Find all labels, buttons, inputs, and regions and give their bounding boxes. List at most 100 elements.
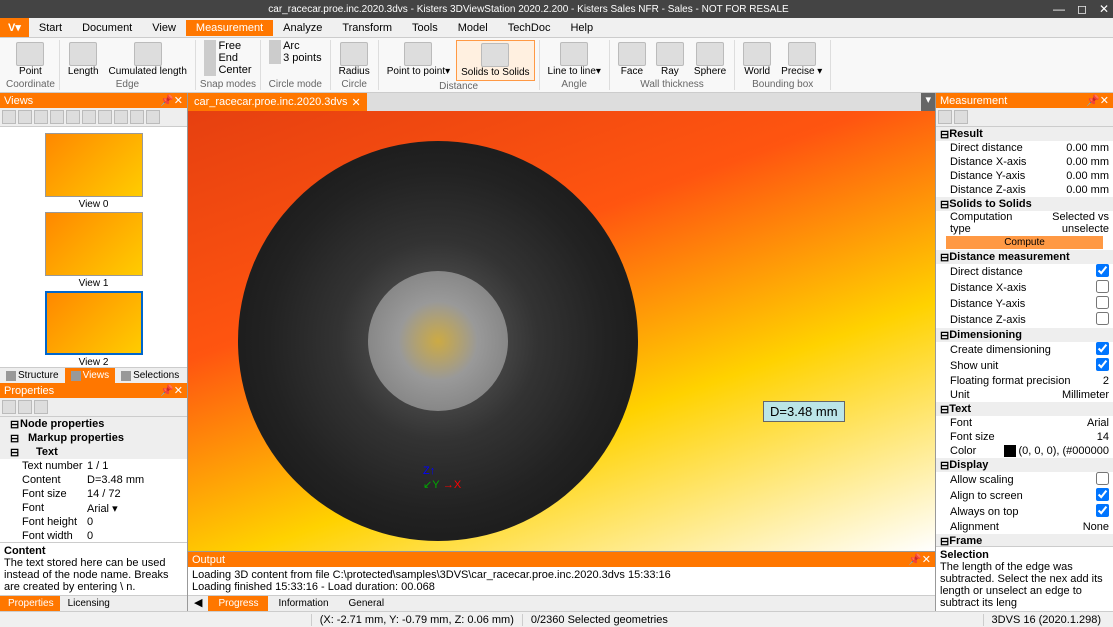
measurement-value[interactable]: 0.00 mm (1066, 170, 1109, 182)
menu-item-document[interactable]: Document (72, 20, 142, 36)
tab-selections[interactable]: Selections (115, 368, 185, 383)
toolbar-btn[interactable] (2, 110, 16, 124)
measurement-value[interactable] (1096, 312, 1109, 328)
toolbar-btn[interactable] (130, 110, 144, 124)
property-value[interactable]: 0 (87, 516, 185, 528)
measurement-value[interactable] (1096, 358, 1109, 374)
panel-pin-icon[interactable]: 📌 (908, 553, 922, 566)
expand-icon[interactable]: ⊟ (10, 418, 20, 431)
toolbar-btn[interactable] (938, 110, 952, 124)
measurement-checkbox[interactable] (1096, 342, 1109, 355)
bottom-tab-licensing[interactable]: Licensing (60, 596, 116, 611)
measurement-checkbox[interactable] (1096, 280, 1109, 293)
measurement-value[interactable]: 2 (1103, 375, 1109, 387)
ribbon-button[interactable]: Length (64, 40, 103, 79)
tab-views[interactable]: Views (65, 368, 116, 383)
property-value[interactable]: 1 / 1 (87, 460, 185, 472)
view-thumbnail[interactable] (45, 291, 143, 355)
ribbon-list-item[interactable]: Free (200, 40, 255, 52)
menu-item-view[interactable]: View (142, 20, 186, 36)
close-tab-icon[interactable]: ✕ (351, 96, 360, 109)
expand-icon[interactable]: ⊟ (940, 198, 949, 211)
measurement-value[interactable]: (0, 0, 0), (#000000 (1004, 445, 1109, 457)
measurement-value[interactable] (1096, 264, 1109, 280)
panel-close-icon[interactable]: ✕ (922, 553, 931, 566)
measurement-value[interactable]: 0.00 mm (1066, 184, 1109, 196)
output-tab-progress[interactable]: Progress (208, 596, 268, 611)
toolbar-btn[interactable] (98, 110, 112, 124)
expand-icon[interactable]: ⊟ (10, 446, 20, 459)
ribbon-button[interactable]: Solids to Solids (456, 40, 534, 81)
measurement-value[interactable]: Arial (1087, 417, 1109, 429)
toolbar-btn[interactable] (18, 400, 32, 414)
measurement-value[interactable]: Selected vs unselecte (1012, 211, 1109, 235)
measurement-value[interactable] (1096, 504, 1109, 520)
toolbar-btn[interactable] (18, 110, 32, 124)
toolbar-btn[interactable] (50, 110, 64, 124)
menu-item-analyze[interactable]: Analyze (273, 20, 332, 36)
menu-item-techdoc[interactable]: TechDoc (498, 20, 561, 36)
ribbon-button[interactable]: Line to line▾ (544, 40, 605, 79)
menu-item-measurement[interactable]: Measurement (186, 20, 273, 36)
expand-icon[interactable]: ⊟ (940, 403, 949, 416)
toolbar-btn[interactable] (66, 110, 80, 124)
expand-icon[interactable]: ⊟ (940, 535, 949, 547)
expand-icon[interactable]: ⊟ (10, 432, 20, 445)
output-tab-information[interactable]: Information (268, 596, 338, 611)
ribbon-button[interactable]: Sphere (690, 40, 730, 79)
ribbon-button[interactable]: Radius (335, 40, 374, 79)
measurement-value[interactable]: 14 (1097, 431, 1109, 443)
ribbon-button[interactable]: Face (614, 40, 650, 79)
measurement-checkbox[interactable] (1096, 488, 1109, 501)
measurement-checkbox[interactable] (1096, 312, 1109, 325)
ribbon-list-item[interactable]: End (200, 52, 255, 64)
measurement-value[interactable]: 0.00 mm (1066, 156, 1109, 168)
toolbar-btn[interactable] (82, 110, 96, 124)
ribbon-list-item[interactable]: 3 points (265, 52, 326, 64)
minimize-button[interactable]: — (1053, 2, 1065, 16)
property-value[interactable]: Arial ▾ (87, 502, 185, 515)
measurement-annotation[interactable]: D=3.48 mm (763, 401, 845, 422)
ribbon-button[interactable]: Precise ▾ (777, 40, 826, 79)
panel-close-icon[interactable]: ✕ (1100, 94, 1109, 107)
toolbar-btn[interactable] (146, 110, 160, 124)
measurement-value[interactable] (1096, 280, 1109, 296)
expand-icon[interactable]: ⊟ (940, 329, 949, 342)
menu-item-start[interactable]: Start (29, 20, 72, 36)
panel-pin-icon[interactable]: 📌 (160, 384, 174, 397)
menu-item-tools[interactable]: Tools (402, 20, 448, 36)
measurement-value[interactable]: Millimeter (1062, 389, 1109, 401)
menu-item-help[interactable]: Help (560, 20, 603, 36)
menu-item-model[interactable]: Model (448, 20, 498, 36)
measurement-checkbox[interactable] (1096, 472, 1109, 485)
close-button[interactable]: ✕ (1099, 2, 1109, 16)
expand-icon[interactable]: ⊟ (940, 459, 949, 472)
maximize-button[interactable]: ◻ (1077, 2, 1087, 16)
ribbon-button[interactable]: Point to point▾ (383, 40, 454, 81)
ribbon-list-item[interactable]: Center (200, 64, 255, 76)
tab-structure[interactable]: Structure (0, 368, 65, 383)
bottom-tab-properties[interactable]: Properties (0, 596, 60, 611)
panel-pin-icon[interactable]: 📌 (1086, 94, 1100, 107)
panel-close-icon[interactable]: ✕ (174, 94, 183, 107)
measurement-value[interactable]: None (1083, 521, 1109, 533)
property-value[interactable]: 14 / 72 (87, 488, 185, 500)
measurement-value[interactable] (1096, 488, 1109, 504)
panel-close-icon[interactable]: ✕ (174, 384, 183, 397)
document-tab[interactable]: car_racecar.proe.inc.2020.3dvs ✕ (188, 93, 367, 111)
expand-icon[interactable]: ⊟ (940, 128, 949, 141)
ribbon-button[interactable]: Ray (652, 40, 688, 79)
measurement-checkbox[interactable] (1096, 296, 1109, 309)
ribbon-list-item[interactable]: Arc (265, 40, 326, 52)
toolbar-btn[interactable] (2, 400, 16, 414)
panel-pin-icon[interactable]: 📌 (160, 94, 174, 107)
measurement-value[interactable] (1096, 472, 1109, 488)
toolbar-btn[interactable] (954, 110, 968, 124)
toolbar-btn[interactable] (34, 110, 48, 124)
property-value[interactable]: D=3.48 mm (87, 474, 185, 486)
property-value[interactable]: 0 (87, 530, 185, 542)
compute-button[interactable]: Compute (946, 236, 1103, 249)
view-thumbnail[interactable] (45, 133, 143, 197)
toolbar-btn[interactable] (34, 400, 48, 414)
ribbon-button[interactable]: World (739, 40, 775, 79)
